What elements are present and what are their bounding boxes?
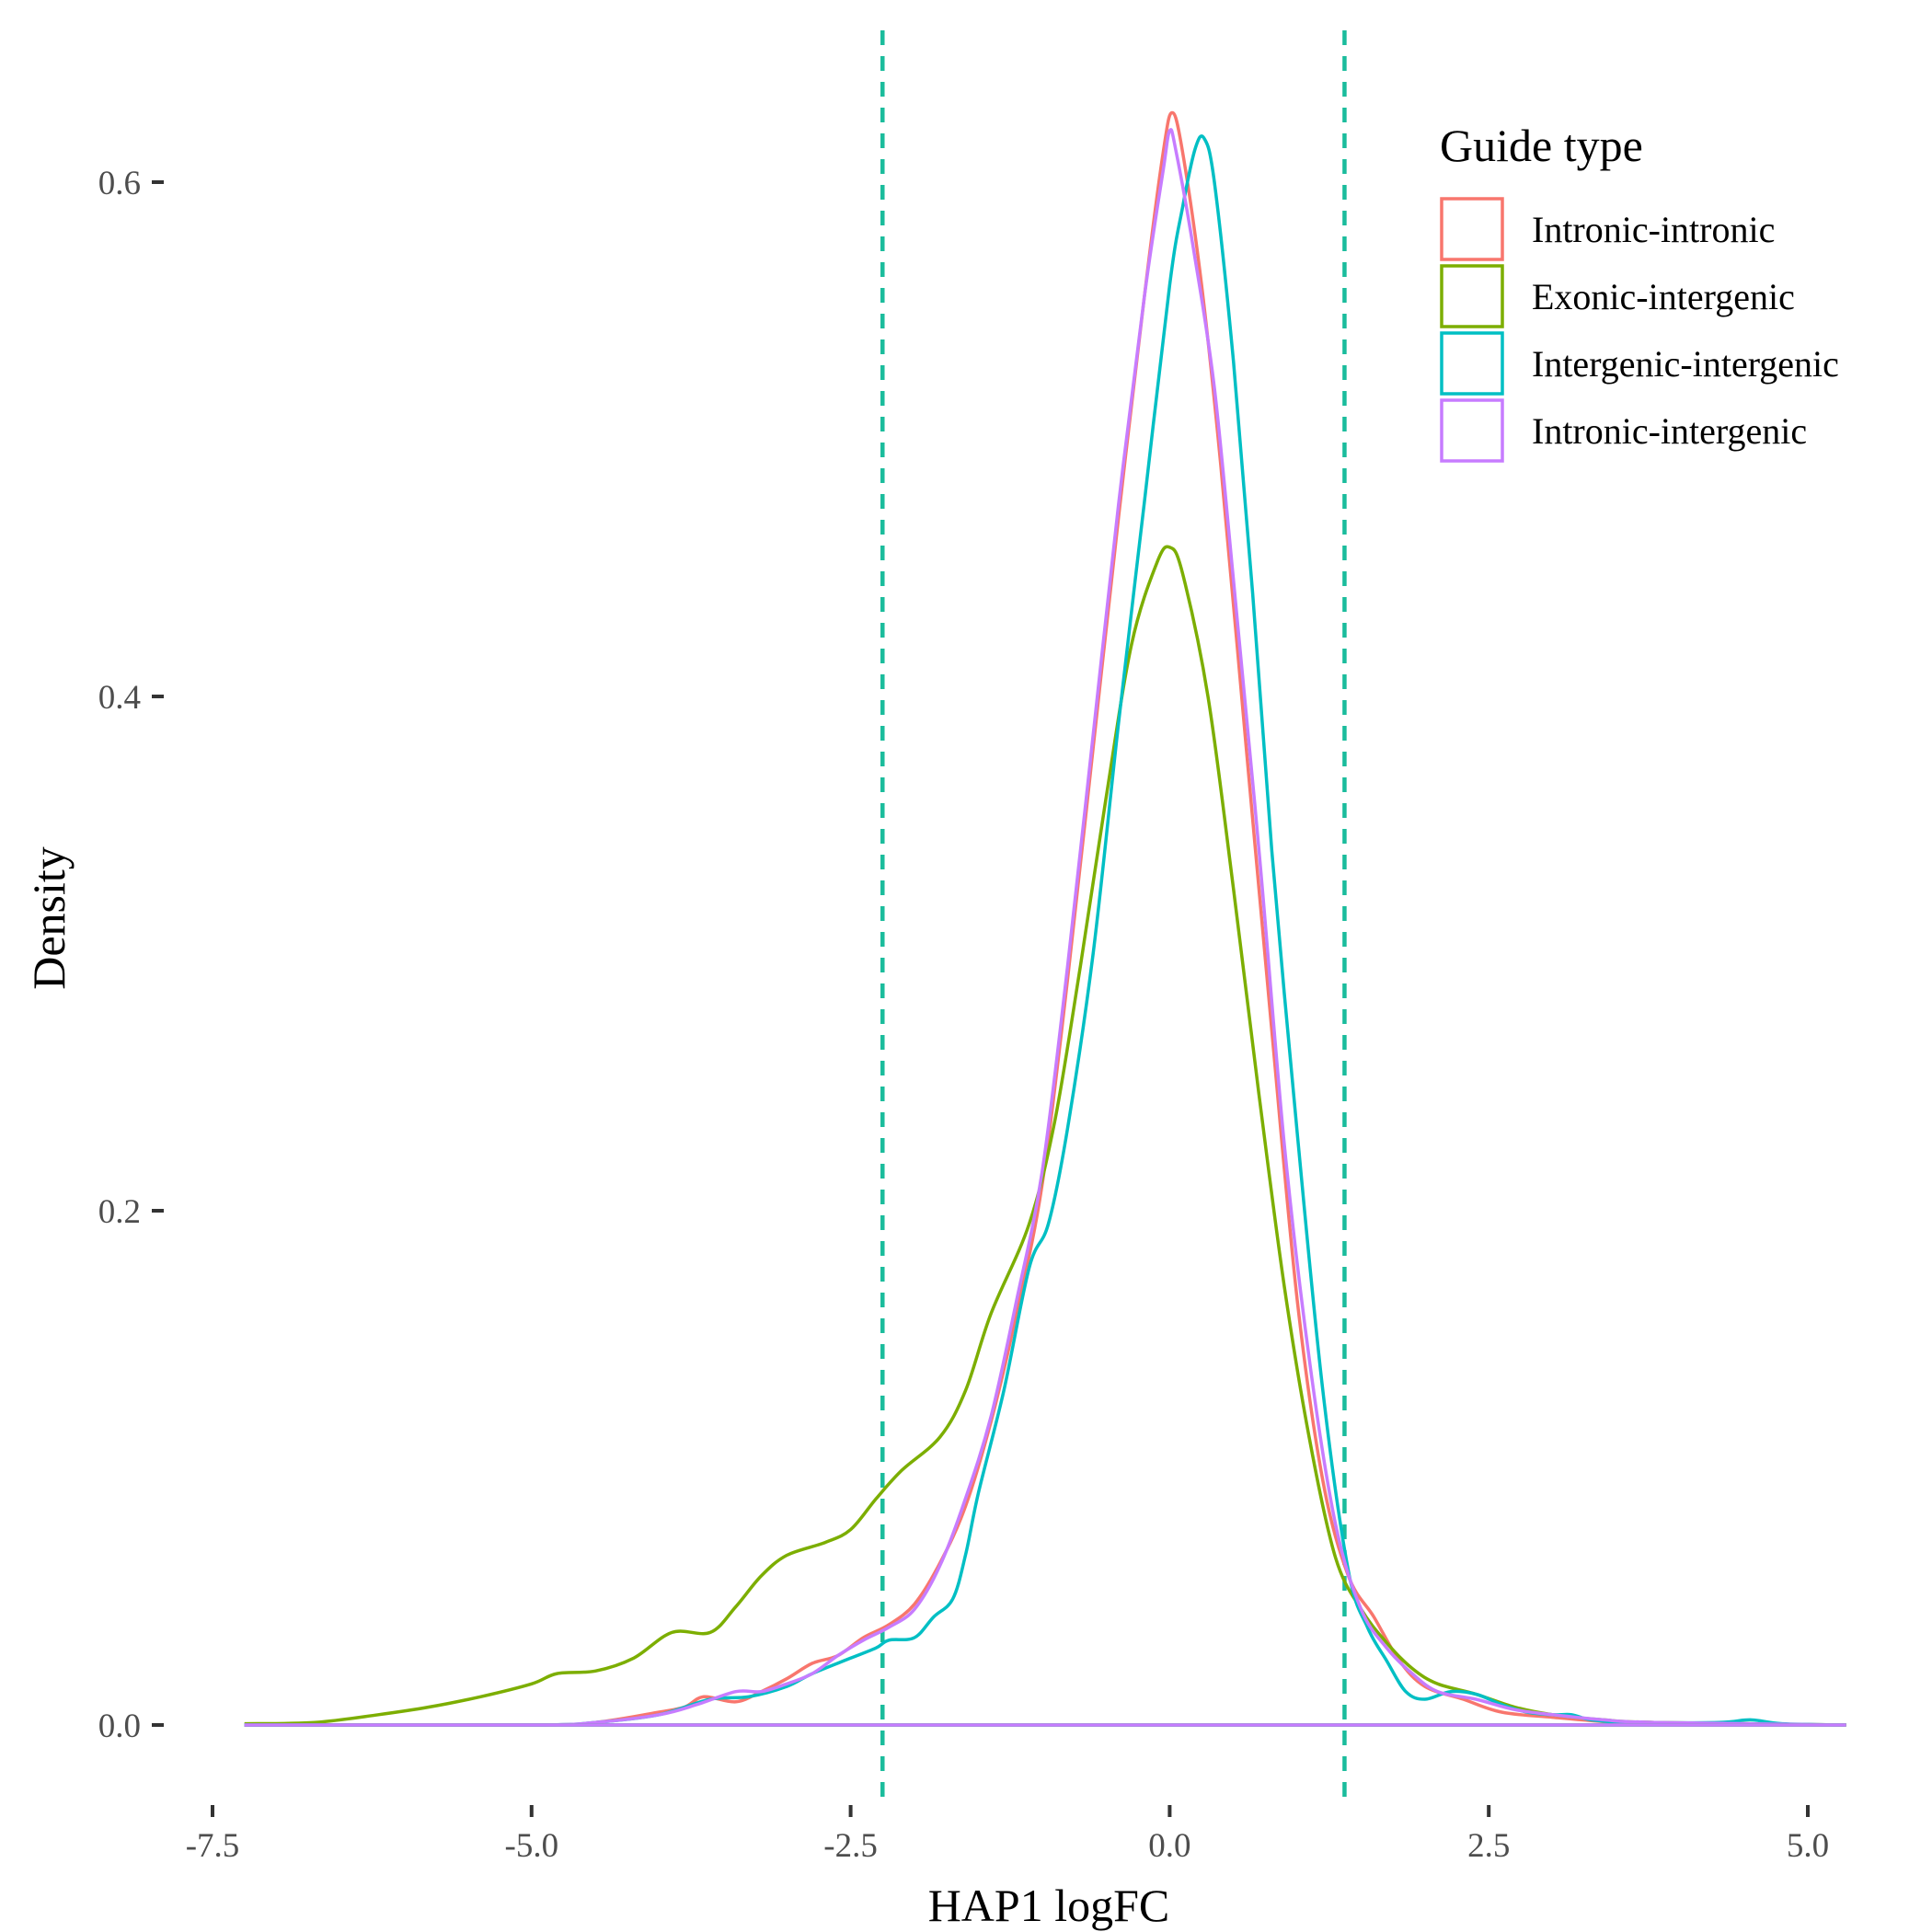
legend: Guide type Intronic-intronic Exonic-inter… <box>1440 120 1839 463</box>
x-tick-label: -5.0 <box>505 1827 559 1865</box>
legend-label: Intergenic-intergenic <box>1532 343 1839 385</box>
density-curve-intergenic-intergenic <box>244 134 1846 1727</box>
legend-key <box>1440 398 1504 463</box>
x-tick-label: 5.0 <box>1787 1827 1829 1865</box>
x-tick-label: 2.5 <box>1467 1827 1510 1865</box>
density-curve-exonic-intergenic <box>244 545 1846 1727</box>
y-tick-label: 0.2 <box>98 1193 141 1231</box>
y-tick-label: 0.6 <box>98 165 141 202</box>
x-axis-title: HAP1 logFC <box>928 1880 1170 1931</box>
x-axis: -7.5 -5.0 -2.5 0.0 2.5 5.0 <box>186 1805 1829 1865</box>
threshold-lines <box>880 30 1347 1808</box>
y-axis: 0.0 0.2 0.4 0.6 <box>98 165 164 1745</box>
legend-key <box>1440 197 1504 261</box>
x-tick-label: 0.0 <box>1148 1827 1190 1865</box>
legend-key <box>1440 264 1504 328</box>
y-tick-label: 0.0 <box>98 1708 141 1745</box>
x-tick-label: -7.5 <box>186 1827 240 1865</box>
legend-label: Intronic-intergenic <box>1532 410 1807 452</box>
legend-title: Guide type <box>1440 120 1643 171</box>
legend-label: Intronic-intronic <box>1532 209 1775 250</box>
x-tick-label: -2.5 <box>823 1827 878 1865</box>
density-curves <box>244 110 1846 1727</box>
legend-key <box>1440 331 1504 396</box>
density-curve-intronic-intergenic <box>244 128 1846 1727</box>
y-axis-title: Density <box>23 846 75 990</box>
y-tick-label: 0.4 <box>98 679 141 717</box>
legend-label: Exonic-intergenic <box>1532 276 1795 317</box>
